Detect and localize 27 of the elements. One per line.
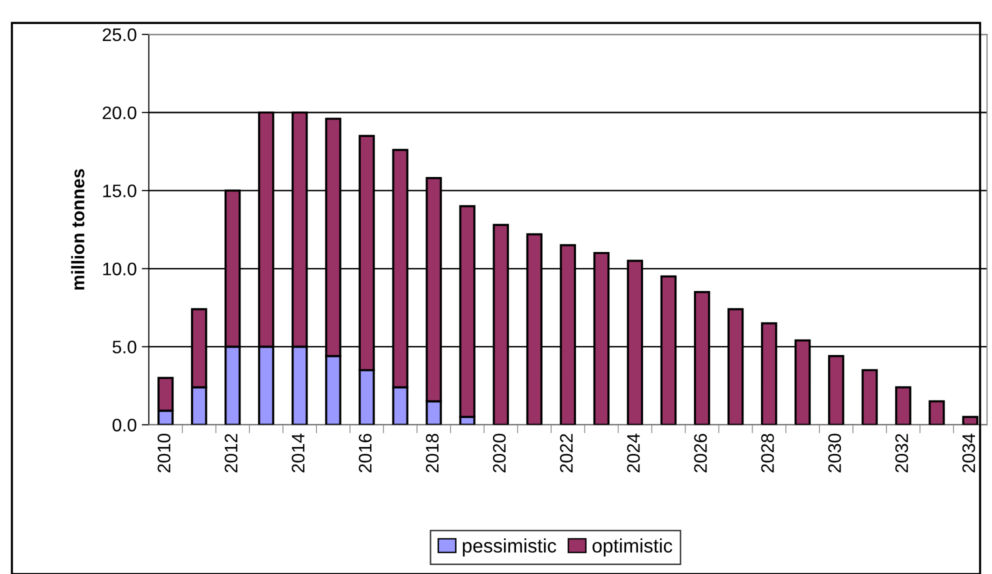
x-tick-label: 2034	[962, 434, 976, 472]
y-tick-label: 0.0	[112, 418, 136, 432]
x-tick-label: 2012	[224, 434, 238, 472]
bar	[862, 369, 878, 425]
x-tick-label: 2028	[761, 434, 774, 472]
y-tick-label: 10.0	[103, 262, 136, 276]
bar	[928, 400, 945, 425]
legend-label: pessimistic	[462, 538, 556, 556]
x-tick-label: 2024	[627, 434, 640, 472]
y-tick-label: 5.0	[112, 340, 136, 354]
bar	[828, 355, 844, 425]
x-tick-label: 2030	[828, 434, 842, 472]
x-tick-label: 2010	[158, 434, 170, 472]
x-tick-label: 2020	[492, 434, 506, 472]
bar	[962, 416, 978, 425]
y-axis-title: million tonnes	[71, 169, 84, 290]
y-tick-label: 15.0	[103, 184, 136, 198]
x-tick-label: 2016	[358, 434, 372, 472]
legend-label: optimistic	[592, 538, 672, 556]
y-tick-label: 25.0	[102, 28, 136, 42]
x-tick-label: 2022	[560, 434, 573, 472]
x-tick-label: 2026	[694, 434, 707, 472]
x-tick-label: 2032	[895, 434, 908, 472]
bar	[895, 386, 912, 425]
y-tick-label: 20.0	[102, 106, 136, 120]
x-tick-label: 2014	[292, 434, 305, 472]
x-tick-label: 2018	[426, 434, 439, 472]
